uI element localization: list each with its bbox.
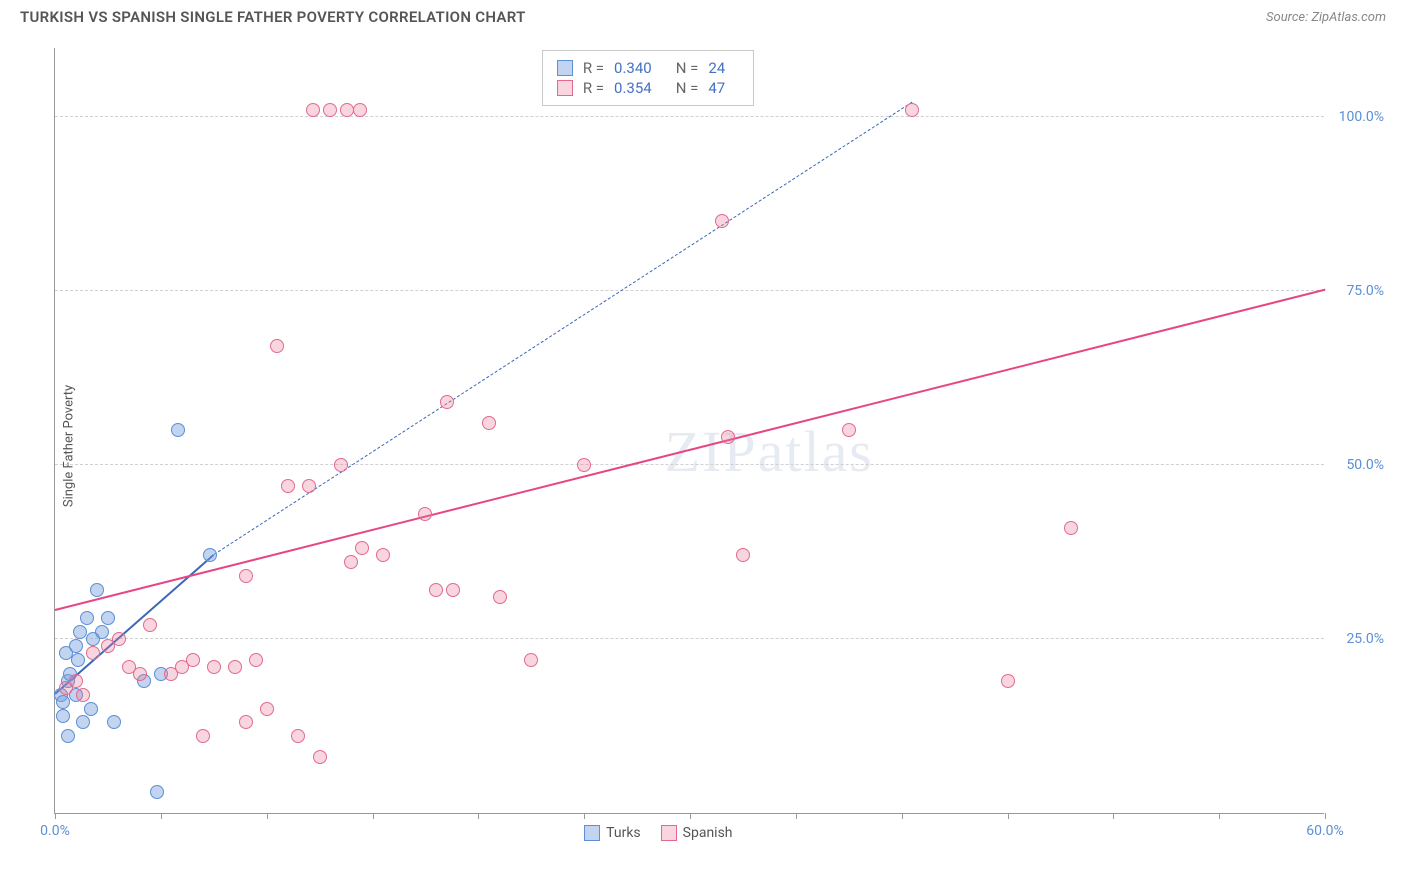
x-tick	[373, 813, 374, 819]
data-point	[71, 653, 85, 667]
data-point	[107, 715, 121, 729]
gridline	[55, 116, 1324, 117]
data-point	[76, 688, 90, 702]
data-point	[1064, 521, 1078, 535]
x-tick-label: 0.0%	[40, 823, 70, 839]
gridline	[55, 638, 1324, 639]
data-point	[61, 729, 75, 743]
data-point	[90, 583, 104, 597]
data-point	[69, 674, 83, 688]
data-point	[101, 611, 115, 625]
data-point	[150, 785, 164, 799]
data-point	[239, 715, 253, 729]
trend-line	[213, 102, 912, 555]
legend-item: Turks	[584, 825, 641, 841]
x-tick	[1008, 813, 1009, 819]
data-point	[313, 750, 327, 764]
legend-swatch	[661, 825, 677, 841]
data-point	[1001, 674, 1015, 688]
data-point	[291, 729, 305, 743]
data-point	[344, 555, 358, 569]
x-tick	[1113, 813, 1114, 819]
legend-label: Turks	[606, 825, 641, 841]
x-tick	[1325, 813, 1326, 819]
data-point	[112, 632, 126, 646]
chart-header: TURKISH VS SPANISH SINGLE FATHER POVERTY…	[0, 0, 1406, 30]
legend-swatch	[584, 825, 600, 841]
data-point	[440, 395, 454, 409]
y-tick-label: 50.0%	[1346, 457, 1384, 473]
data-point	[302, 479, 316, 493]
trend-line	[55, 289, 1325, 611]
data-point	[353, 103, 367, 117]
data-point	[56, 709, 70, 723]
series-swatch	[557, 60, 573, 76]
data-point	[86, 646, 100, 660]
data-point	[524, 653, 538, 667]
x-tick	[584, 813, 585, 819]
data-point	[80, 611, 94, 625]
data-point	[270, 339, 284, 353]
legend-label: Spanish	[683, 825, 733, 841]
x-tick	[267, 813, 268, 819]
chart-title: TURKISH VS SPANISH SINGLE FATHER POVERTY…	[20, 8, 526, 26]
data-point	[355, 541, 369, 555]
data-point	[842, 423, 856, 437]
y-tick-label: 25.0%	[1346, 631, 1384, 647]
x-tick	[690, 813, 691, 819]
stats-legend: R =0.340N =24 R =0.354N =47	[542, 50, 754, 106]
series-legend: Turks Spanish	[584, 825, 732, 841]
data-point	[306, 103, 320, 117]
data-point	[715, 214, 729, 228]
data-point	[133, 667, 147, 681]
x-tick	[161, 813, 162, 819]
data-point	[76, 715, 90, 729]
stats-row: R =0.354N =47	[557, 79, 739, 97]
y-tick-label: 100.0%	[1339, 109, 1384, 125]
legend-item: Spanish	[661, 825, 733, 841]
data-point	[228, 660, 242, 674]
data-point	[482, 416, 496, 430]
data-point	[143, 618, 157, 632]
y-tick-label: 75.0%	[1346, 283, 1384, 299]
data-point	[721, 430, 735, 444]
data-point	[334, 458, 348, 472]
series-swatch	[557, 80, 573, 96]
x-tick	[902, 813, 903, 819]
data-point	[281, 479, 295, 493]
data-point	[376, 548, 390, 562]
source-attribution: Source: ZipAtlas.com	[1266, 10, 1386, 25]
data-point	[203, 548, 217, 562]
x-tick	[796, 813, 797, 819]
data-point	[239, 569, 253, 583]
data-point	[260, 702, 274, 716]
data-point	[69, 639, 83, 653]
data-point	[429, 583, 443, 597]
x-tick	[478, 813, 479, 819]
gridline	[55, 290, 1324, 291]
x-tick	[55, 813, 56, 819]
scatter-plot-area: ZIPatlas 25.0%50.0%75.0%100.0%0.0%60.0%R…	[54, 48, 1324, 814]
data-point	[736, 548, 750, 562]
data-point	[196, 729, 210, 743]
x-tick-label: 60.0%	[1306, 823, 1344, 839]
data-point	[171, 423, 185, 437]
data-point	[249, 653, 263, 667]
data-point	[56, 695, 70, 709]
gridline	[55, 464, 1324, 465]
x-tick	[1219, 813, 1220, 819]
data-point	[905, 103, 919, 117]
data-point	[493, 590, 507, 604]
stats-row: R =0.340N =24	[557, 59, 739, 77]
data-point	[84, 702, 98, 716]
data-point	[207, 660, 221, 674]
data-point	[95, 625, 109, 639]
data-point	[323, 103, 337, 117]
data-point	[577, 458, 591, 472]
data-point	[446, 583, 460, 597]
data-point	[186, 653, 200, 667]
data-point	[418, 507, 432, 521]
